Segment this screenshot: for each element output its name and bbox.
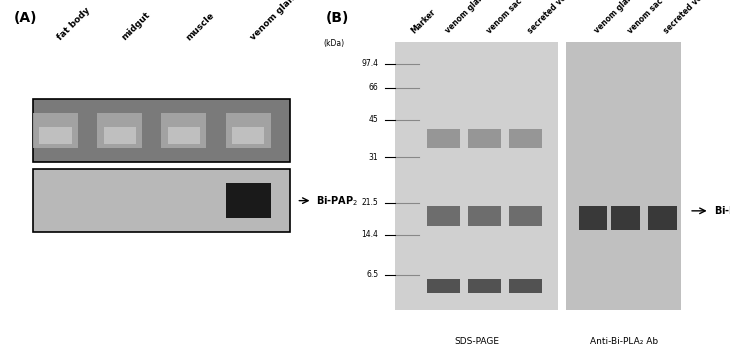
Text: Anti-Bi-PLA₂ Ab: Anti-Bi-PLA₂ Ab	[590, 337, 658, 346]
Text: (A): (A)	[14, 11, 37, 25]
Bar	[161, 113, 207, 148]
Bar	[33, 113, 78, 148]
Bar	[232, 127, 264, 144]
Bar	[33, 169, 290, 232]
Text: 45: 45	[369, 115, 378, 124]
Text: Bi-PAP$_2$: Bi-PAP$_2$	[315, 194, 358, 208]
Text: venom gland: venom gland	[248, 0, 301, 42]
Text: secreted venom: secreted venom	[663, 0, 718, 35]
Bar	[168, 127, 200, 144]
Text: muscle: muscle	[184, 11, 215, 42]
Bar	[428, 206, 460, 226]
Text: venom gland: venom gland	[593, 0, 639, 35]
Text: secreted venom: secreted venom	[526, 0, 581, 35]
Bar	[428, 129, 460, 148]
Bar	[104, 127, 136, 144]
Text: (kDa): (kDa)	[323, 39, 345, 48]
Text: 31: 31	[369, 153, 378, 162]
Bar	[469, 279, 501, 293]
Text: (B): (B)	[326, 11, 349, 25]
Bar	[469, 129, 501, 148]
Text: Bi-PLA$_2$: Bi-PLA$_2$	[714, 204, 730, 218]
Text: 21.5: 21.5	[361, 198, 378, 207]
Text: Marker: Marker	[409, 7, 437, 35]
Bar	[39, 127, 72, 144]
Text: SDS-PAGE: SDS-PAGE	[454, 337, 499, 346]
Text: fat body: fat body	[55, 6, 92, 42]
Text: 6.5: 6.5	[366, 270, 378, 279]
Text: venom sac: venom sac	[485, 0, 523, 35]
Bar	[612, 206, 640, 230]
Bar	[395, 42, 558, 310]
Bar	[510, 206, 542, 226]
Text: 97.4: 97.4	[361, 59, 378, 68]
Bar	[648, 206, 677, 230]
Bar	[33, 99, 290, 162]
Bar	[579, 206, 607, 230]
Bar	[226, 183, 271, 218]
Bar	[510, 129, 542, 148]
Bar	[97, 113, 142, 148]
Bar	[226, 113, 271, 148]
Text: midgut: midgut	[120, 10, 152, 42]
Bar	[510, 279, 542, 293]
Text: 66: 66	[369, 83, 378, 92]
Bar	[469, 206, 501, 226]
Text: venom sac: venom sac	[626, 0, 664, 35]
Bar	[428, 279, 460, 293]
Text: venom gland: venom gland	[444, 0, 490, 35]
Text: 14.4: 14.4	[361, 230, 378, 239]
Bar	[566, 42, 681, 310]
